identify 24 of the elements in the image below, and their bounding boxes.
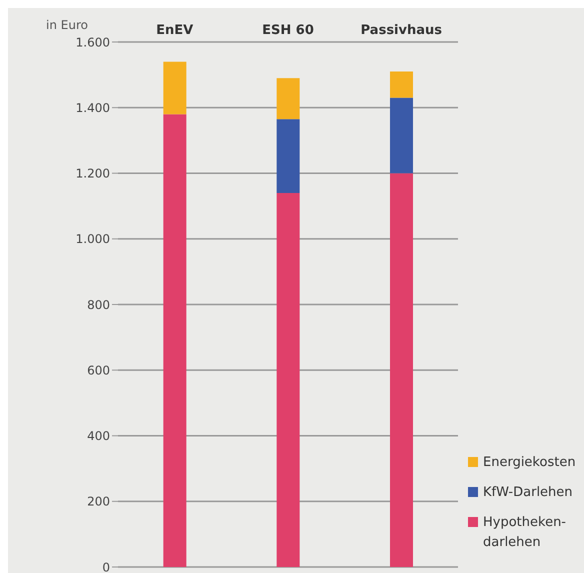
y-tick-label: 0 xyxy=(102,560,110,573)
x-tick-label: Passivhaus xyxy=(360,23,442,38)
bar xyxy=(163,62,186,114)
y-tick-label: 800 xyxy=(87,298,110,312)
y-tick-label: 1.600 xyxy=(76,35,110,50)
y-tick-label: 600 xyxy=(87,363,110,378)
bar xyxy=(276,119,300,193)
y-tick-label: 400 xyxy=(87,429,110,444)
bar xyxy=(276,78,300,120)
y-tick-label: 200 xyxy=(87,494,110,509)
legend-label: Energiekosten xyxy=(483,454,576,472)
bar xyxy=(390,173,413,567)
bar xyxy=(276,192,300,567)
x-tick-label: EnEV xyxy=(156,23,194,38)
legend-label: Hypotheken- darlehen xyxy=(483,514,568,552)
bar xyxy=(390,98,413,174)
legend-label: KfW-Darlehen xyxy=(483,484,573,502)
bar xyxy=(163,114,186,567)
bar xyxy=(390,72,413,98)
x-tick-label: ESH 60 xyxy=(262,23,314,38)
y-tick-label: 1.000 xyxy=(76,232,110,246)
y-tick-label: 1.200 xyxy=(76,166,110,181)
y-axis-title: in Euro xyxy=(46,18,88,32)
y-tick-label: 1.400 xyxy=(76,100,110,115)
